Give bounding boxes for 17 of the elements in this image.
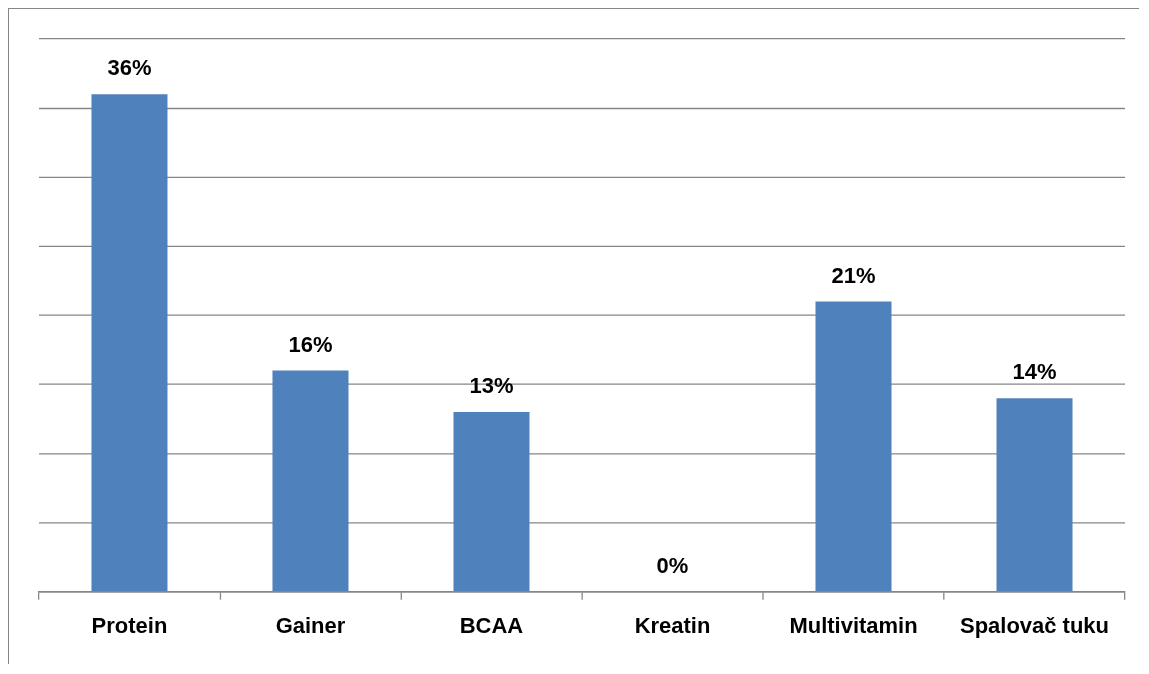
x-tick-label: Spalovač tuku [960,612,1110,638]
x-tick-label: Gainer [275,612,346,638]
data-label: 13% [469,373,514,399]
data-label: 36% [107,55,152,81]
x-tick-label: Protein [91,612,168,638]
data-label: 21% [831,262,876,288]
data-label: 16% [288,331,333,357]
bar [996,398,1073,592]
bar [815,301,892,592]
x-tick-label: Multivitamin [789,612,918,638]
bar [453,412,530,592]
x-tick-label: BCAA [459,612,524,638]
x-tick-label: Kreatin [634,612,711,638]
bar [91,94,168,592]
data-label: 0% [656,552,689,578]
data-label: 14% [1012,359,1057,385]
bar [272,370,349,592]
